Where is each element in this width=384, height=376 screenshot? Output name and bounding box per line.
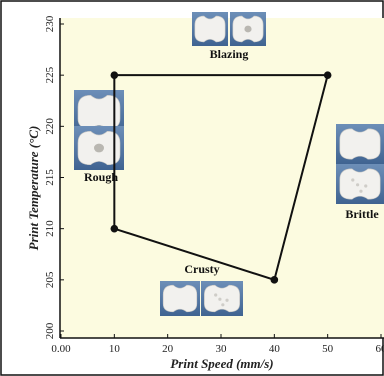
sample-pit	[351, 178, 355, 182]
x-tick-label: 60	[376, 343, 384, 355]
region-label-rough: Rough	[84, 170, 118, 184]
crusty-sample-photo-2	[201, 281, 243, 316]
y-tick-label: 215	[44, 169, 56, 186]
sample-disc	[339, 168, 381, 200]
sample-pit	[356, 183, 360, 187]
data-point-1	[110, 71, 119, 79]
blazing-sample-photo-1	[192, 12, 228, 46]
sample-hole	[94, 143, 104, 153]
sample-hole	[244, 25, 252, 33]
x-axis-title: Print Speed (mm/s)	[170, 356, 273, 371]
x-tick-label: 10	[109, 343, 121, 355]
sample-pit	[214, 293, 218, 297]
sample-pit	[364, 184, 368, 188]
crusty-sample-photo-1	[160, 281, 200, 316]
region-label-crusty: Crusty	[184, 262, 219, 276]
sample-pit	[218, 297, 222, 301]
sample-disc	[339, 128, 381, 160]
data-point-2	[323, 71, 332, 79]
x-tick-label: 40	[269, 343, 281, 355]
blazing-sample-photo-2	[230, 12, 266, 46]
brittle-sample-photo-1	[336, 124, 384, 164]
y-tick-label: 200	[44, 322, 56, 339]
x-tick-label: 0.00	[51, 343, 71, 355]
y-tick-label: 205	[44, 271, 56, 288]
y-tick-label: 230	[44, 15, 56, 32]
y-tick-label: 220	[44, 118, 56, 135]
y-axis-title: Print Temperature (°C)	[26, 126, 41, 251]
sample-disc	[194, 15, 226, 43]
data-point-4	[110, 224, 119, 233]
sample-pit	[221, 303, 225, 307]
sample-pit	[359, 189, 363, 193]
y-tick-label: 210	[44, 220, 56, 237]
x-tick-label: 20	[162, 343, 174, 355]
x-tick-label: 50	[322, 343, 334, 355]
region-label-blazing: Blazing	[210, 47, 249, 61]
rough-sample-photo-2	[74, 126, 124, 170]
data-point-3	[270, 276, 279, 284]
sample-disc	[204, 284, 240, 313]
x-tick-label: 30	[216, 343, 228, 355]
brittle-sample-photo-2	[336, 164, 384, 204]
sample-pit	[225, 298, 229, 302]
sample-disc	[162, 284, 198, 313]
y-tick-label: 225	[44, 66, 56, 83]
region-label-brittle: Brittle	[345, 207, 379, 221]
